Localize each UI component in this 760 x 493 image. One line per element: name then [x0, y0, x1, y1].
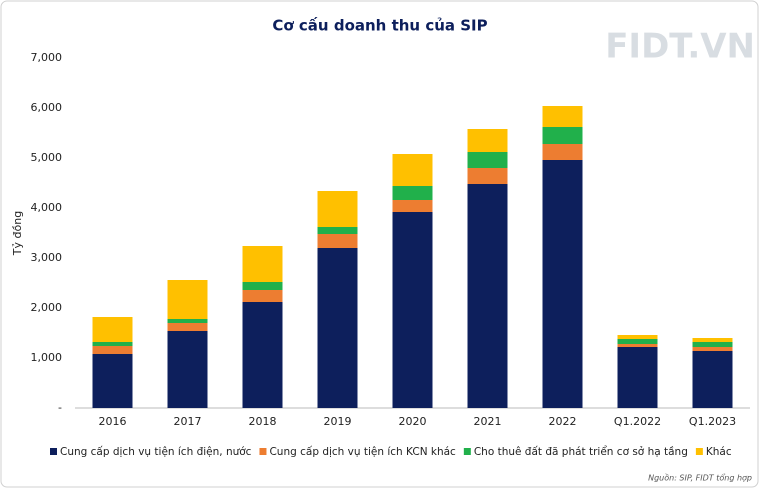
- bar-segment: [167, 319, 208, 323]
- x-tick-label: 2021: [474, 415, 502, 428]
- watermark: FIDT.VN: [605, 27, 755, 67]
- y-tick-label: 3,000: [31, 251, 63, 264]
- x-tick-label: Q1.2022: [614, 415, 661, 428]
- legend-swatch: [259, 448, 267, 455]
- bar-segment: [317, 191, 358, 227]
- bar-segment: [467, 152, 508, 168]
- bar-segment: [317, 227, 358, 234]
- bar-segment: [542, 106, 583, 127]
- legend-label: Cho thuê đất đã phát triển cơ sở hạ tầng: [474, 445, 688, 458]
- bar-segment: [92, 342, 133, 346]
- bar-segment: [167, 331, 208, 408]
- bar-segment: [617, 347, 658, 408]
- bar-segment: [692, 347, 733, 351]
- bar-segment: [242, 246, 283, 282]
- bar-segment: [467, 129, 508, 152]
- bar-segment: [242, 282, 283, 290]
- x-tick-label: 2018: [249, 415, 277, 428]
- bar-segment: [692, 351, 733, 408]
- legend-swatch: [50, 448, 57, 455]
- x-tick-label: 2019: [324, 415, 352, 428]
- x-tick-label: 2022: [549, 415, 577, 428]
- bar-segment: [92, 354, 133, 408]
- y-tick-label: 6,000: [31, 101, 63, 114]
- bar-segment: [617, 335, 658, 339]
- bar-segment: [692, 338, 733, 342]
- x-tick-label: 2017: [174, 415, 202, 428]
- x-tick-label: 2016: [99, 415, 127, 428]
- y-tick-label: 1,000: [31, 351, 63, 364]
- bar-segment: [392, 186, 433, 200]
- bar-segment: [242, 290, 283, 302]
- bar-segment: [692, 342, 733, 347]
- y-tick-label: 4,000: [31, 201, 63, 214]
- bar-segment: [542, 160, 583, 408]
- chart-title: Cơ cấu doanh thu của SIP: [272, 17, 487, 35]
- bar-segment: [617, 344, 658, 347]
- bar-segment: [317, 248, 358, 408]
- bar-segment: [92, 346, 133, 354]
- legend-label: Khác: [706, 446, 732, 458]
- legend-swatch: [695, 448, 703, 455]
- bar-segment: [542, 144, 583, 160]
- bar-segment: [542, 127, 583, 144]
- bar-segment: [167, 323, 208, 331]
- legend-label: Cung cấp dịch vụ tiện ích KCN khác: [269, 446, 456, 458]
- y-axis-label: Tỷ đồng: [11, 211, 24, 256]
- x-tick-label: 2020: [399, 415, 427, 428]
- y-tick-label: 7,000: [31, 51, 63, 64]
- source: Nguồn: SIP, FIDT tổng hợp: [648, 473, 752, 483]
- y-tick-label: -: [58, 401, 62, 414]
- bar-segment: [392, 212, 433, 408]
- legend-swatch: [463, 448, 471, 455]
- bar-segment: [317, 234, 358, 248]
- bar-segment: [242, 302, 283, 408]
- bar-segment: [392, 200, 433, 212]
- y-tick-label: 5,000: [31, 151, 63, 164]
- bar-segment: [467, 168, 508, 184]
- x-tick-label: Q1.2023: [689, 415, 736, 428]
- bar-segment: [167, 280, 208, 319]
- bar-segment: [92, 317, 133, 342]
- bar-segment: [617, 339, 658, 344]
- bar-segment: [467, 184, 508, 408]
- bar-segment: [392, 154, 433, 186]
- legend-label: Cung cấp dịch vụ tiện ích điện, nước: [60, 446, 252, 458]
- y-tick-label: 2,000: [31, 301, 63, 314]
